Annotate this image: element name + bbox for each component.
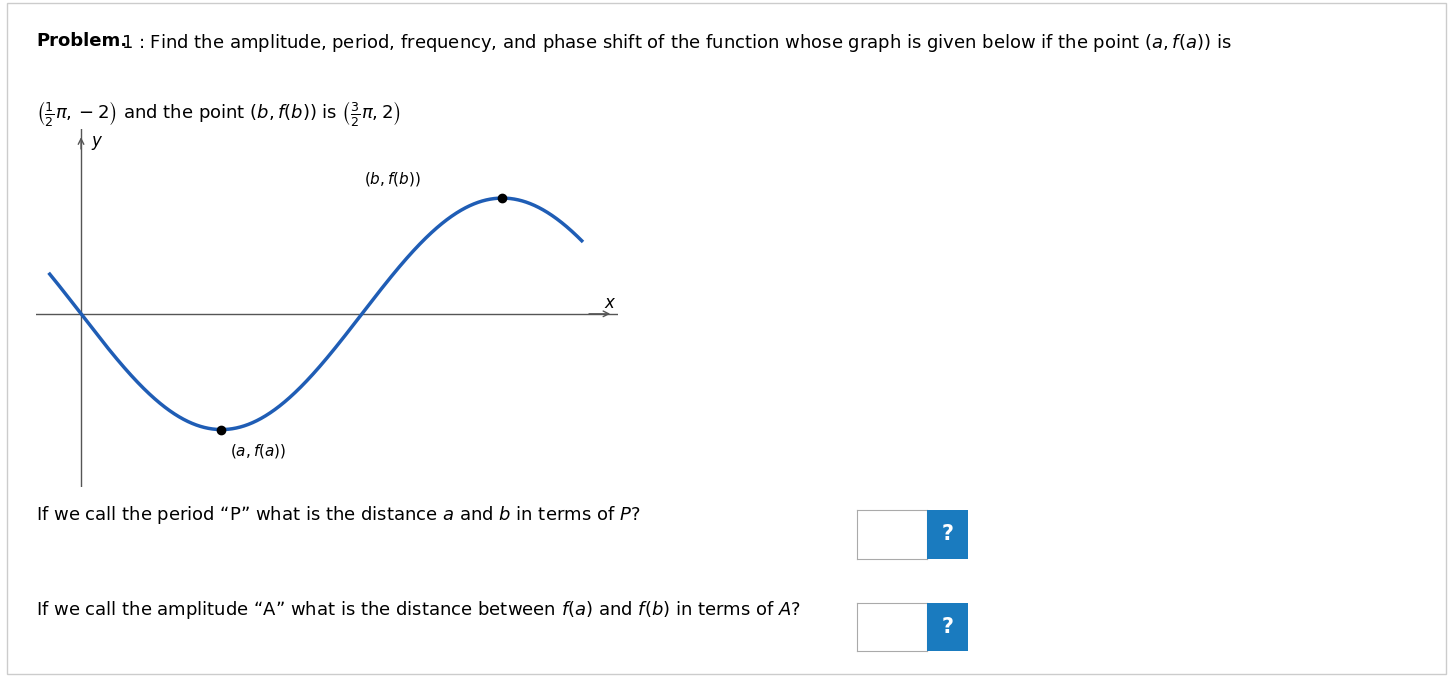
- Text: $\left(\frac{1}{2}\pi, -2\right)$ and the point $(b, f(b))$ is $\left(\frac{3}{2: $\left(\frac{1}{2}\pi, -2\right)$ and th…: [36, 99, 401, 128]
- Text: ?: ?: [942, 617, 953, 637]
- Text: If we call the amplitude “A” what is the distance between $f(a)$ and $f(b)$ in t: If we call the amplitude “A” what is the…: [36, 599, 802, 621]
- Text: x: x: [604, 294, 615, 312]
- Text: 1 : Find the amplitude, period, frequency, and phase shift of the function whose: 1 : Find the amplitude, period, frequenc…: [121, 32, 1231, 53]
- Text: $(b, f(b))$: $(b, f(b))$: [363, 170, 421, 188]
- Text: ?: ?: [942, 524, 953, 544]
- Text: y: y: [92, 131, 102, 150]
- Text: Problem.: Problem.: [36, 32, 128, 50]
- Text: If we call the period “P” what is the distance $a$ and $b$ in terms of $P$?: If we call the period “P” what is the di…: [36, 504, 641, 526]
- Text: $(a, f(a))$: $(a, f(a))$: [231, 442, 286, 460]
